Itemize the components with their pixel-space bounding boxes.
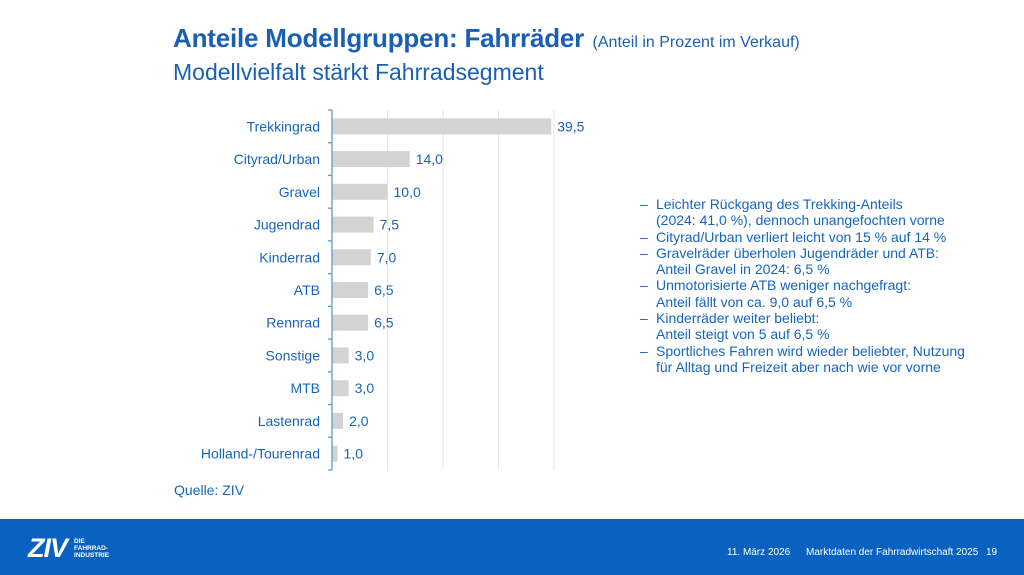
footer-date: 11. März 2026	[727, 547, 791, 558]
dash-bullet-icon: –	[640, 196, 648, 212]
note-line: Sportliches Fahren wird wieder beliebter…	[656, 342, 965, 359]
bar	[332, 249, 371, 266]
logo-tagline-line: FAHRRAD-	[74, 544, 108, 552]
data-label: 6,5	[374, 282, 394, 298]
logo-wordmark: ZIV	[28, 533, 68, 563]
note-line: Gravelräder überholen Jugendräder und AT…	[656, 244, 940, 261]
bar	[332, 118, 552, 135]
logo-tagline-line: DIE	[74, 537, 85, 545]
category-label: Jugendrad	[254, 217, 320, 233]
slide-subtitle: Modellvielfalt stärkt Fahrradsegment	[173, 59, 544, 85]
footer-presentation-title: Marktdaten der Fahrradwirtschaft 2025	[806, 547, 979, 558]
dash-bullet-icon: –	[640, 244, 648, 261]
title-main: Anteile Modellgruppen: Fahrräder	[173, 23, 585, 53]
footer-page-number: 19	[986, 547, 998, 558]
bar	[332, 412, 344, 429]
note-line: Unmotorisierte ATB weniger nachgefragt:	[656, 277, 911, 294]
dash-bullet-icon: –	[640, 310, 648, 327]
note-line: (2024: 41,0 %), dennoch unangefochten vo…	[656, 212, 945, 229]
logo-tagline: DIE FAHRRAD- INDUSTRIE	[74, 538, 109, 559]
footer-bar: ZIV DIE FAHRRAD- INDUSTRIE 11. März 2026…	[0, 519, 1024, 575]
note-item: – Sportliches Fahren wird wieder beliebte…	[640, 343, 1020, 376]
data-label: 10,0	[394, 184, 421, 200]
data-label: 7,0	[377, 249, 397, 265]
category-label: Kinderrad	[259, 249, 320, 265]
category-label: Sonstige	[266, 347, 321, 363]
note-item: – Gravelräder überholen Jugendräder und A…	[640, 245, 1020, 278]
data-label: 7,5	[380, 217, 400, 233]
category-label: Cityrad/Urban	[234, 151, 320, 167]
category-label: Gravel	[279, 184, 320, 200]
category-label: Holland-/Tourenrad	[201, 446, 320, 462]
category-label: MTB	[290, 380, 320, 396]
dash-bullet-icon: –	[640, 228, 648, 245]
title-note: (Anteil in Prozent im Verkauf)	[592, 34, 800, 51]
category-label: Lastenrad	[258, 413, 320, 429]
data-label: 14,0	[416, 151, 443, 167]
bar	[332, 347, 349, 364]
data-label: 39,5	[557, 118, 584, 134]
source-note: Quelle: ZIV	[174, 482, 245, 498]
dash-bullet-icon: –	[640, 342, 648, 359]
bar	[332, 216, 374, 233]
bar	[332, 314, 369, 331]
dash-bullet-icon: –	[640, 277, 648, 294]
bar	[332, 151, 410, 168]
category-label: Trekkingrad	[247, 118, 320, 134]
data-label: 2,0	[349, 413, 369, 429]
note-item: – Cityrad/Urban verliert leicht von 15 % …	[640, 229, 1020, 245]
notes-list: – Leichter Rückgang des Trekking-Anteils(…	[640, 196, 1020, 375]
ziv-logo: ZIV DIE FAHRRAD- INDUSTRIE	[28, 533, 109, 563]
note-item: – Leichter Rückgang des Trekking-Anteils(…	[640, 196, 1020, 229]
note-line: für Alltag und Freizeit aber nach wie vo…	[656, 358, 941, 375]
note-line: Anteil fällt von ca. 9,0 auf 6,5 %	[656, 293, 853, 310]
note-line: Anteil steigt von 5 auf 6,5 %	[656, 326, 830, 343]
bar	[332, 380, 349, 397]
bar	[332, 183, 388, 200]
note-line: Anteil Gravel in 2024: 6,5 %	[656, 261, 830, 278]
data-label: 3,0	[355, 380, 375, 396]
bar	[332, 445, 338, 462]
note-line: Kinderräder weiter beliebt:	[656, 310, 820, 327]
data-label: 6,5	[374, 315, 394, 331]
note-line: Cityrad/Urban verliert leicht von 15 % a…	[656, 228, 947, 245]
data-label: 3,0	[355, 347, 375, 363]
slide-title: Anteile Modellgruppen: Fahrräder (Anteil…	[173, 23, 800, 54]
note-item: – Unmotorisierte ATB weniger nachgefragt:…	[640, 277, 1020, 310]
bar-chart: Trekkingrad 39,5 Cityrad/Urban 14,0 Gravel 10…	[201, 109, 585, 471]
category-label: ATB	[294, 282, 320, 298]
logo-tagline-line: INDUSTRIE	[74, 551, 110, 559]
bar	[332, 282, 369, 298]
category-label: Rennrad	[266, 315, 320, 331]
data-label: 1,0	[344, 446, 364, 462]
note-line: Leichter Rückgang des Trekking-Anteils	[656, 196, 903, 212]
note-item: – Kinderräder weiter beliebt: Anteil steig…	[640, 310, 1020, 343]
